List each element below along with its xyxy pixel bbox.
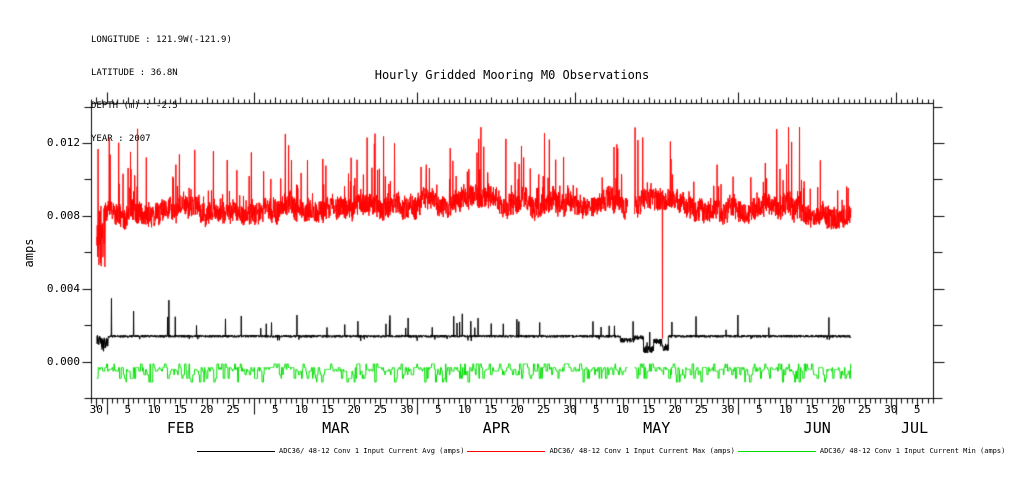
legend-line-swatch-max (467, 450, 546, 452)
legend-item-avg: ADC36/ 48-12 Conv 1 Input Current Avg (a… (197, 447, 467, 455)
x-day-tick-label: 30 (400, 403, 414, 416)
x-day-tick-label: 25 (857, 403, 872, 416)
x-day-tick-label: 10 (147, 403, 161, 416)
x-day-tick-label: 20 (200, 403, 214, 416)
x-day-tick-label: 5 (592, 403, 600, 416)
x-day-tick-label: 10 (615, 403, 630, 416)
x-day-tick-label: 15 (321, 403, 335, 416)
x-day-tick-label: 5 (913, 403, 921, 416)
x-day-tick-label: 20 (510, 403, 524, 416)
y-tick-label: 0.008 (46, 208, 80, 222)
x-day-tick-label: 5 (756, 403, 763, 416)
legend-line-swatch-avg (197, 450, 275, 452)
x-day-tick-label: 5 (435, 403, 442, 416)
legend-label-min: ADC36/ 48-12 Conv 1 Input Current Min (a… (819, 447, 1006, 455)
x-day-tick-label: 30 (884, 403, 898, 416)
y-tick-label: 0.000 (46, 354, 80, 368)
x-day-tick-label: 10 (779, 403, 793, 416)
x-day-tick-label: 25 (694, 403, 709, 416)
x-day-tick-label: 10 (294, 403, 309, 416)
x-day-tick-label: 30 (721, 403, 735, 416)
x-day-tick-label: 25 (373, 403, 388, 416)
legend: ADC36/ 48-12 Conv 1 Input Current Avg (a… (197, 447, 1008, 455)
legend-label-max: ADC36/ 48-12 Conv 1 Input Current Max (a… (549, 447, 735, 455)
y-tick-label: 0.004 (46, 281, 80, 295)
x-month-label: MAY (643, 419, 671, 437)
x-day-tick-label: 20 (831, 403, 845, 416)
x-day-tick-label: 25 (536, 403, 551, 416)
x-day-tick-label: 30 (89, 403, 103, 416)
x-day-tick-label: 30 (563, 403, 577, 416)
x-month-label: JUN (803, 419, 831, 437)
x-month-label: APR (482, 419, 510, 437)
x-day-tick-label: 25 (226, 403, 240, 416)
legend-label-avg: ADC36/ 48-12 Conv 1 Input Current Avg (a… (279, 447, 465, 455)
x-day-tick-label: 10 (458, 403, 472, 416)
x-month-label: MAR (322, 419, 350, 437)
x-day-tick-label: 5 (124, 403, 132, 416)
x-day-tick-label: 20 (347, 403, 361, 416)
legend-line-swatch-min (737, 450, 816, 452)
legend-item-max: ADC36/ 48-12 Conv 1 Input Current Max (a… (467, 447, 737, 455)
x-day-tick-label: 20 (668, 403, 682, 416)
x-month-label: JUL (901, 419, 929, 437)
x-day-tick-label: 15 (484, 403, 498, 416)
x-day-tick-label: 5 (271, 403, 279, 416)
x-day-tick-label: 15 (642, 403, 656, 416)
x-month-label: FEB (166, 419, 194, 437)
x-day-tick-label: 15 (805, 403, 819, 416)
legend-item-min: ADC36/ 48-12 Conv 1 Input Current Min (a… (737, 447, 1008, 455)
x-day-tick-label: 15 (173, 403, 188, 416)
y-tick-label: 0.012 (46, 136, 80, 150)
